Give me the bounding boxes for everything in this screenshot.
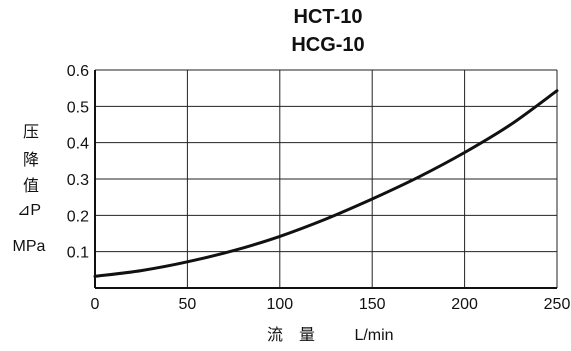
axes [94, 70, 557, 289]
chart-title-line-2: HCG-10 [291, 34, 364, 56]
y-axis-unit: MPa [13, 238, 46, 255]
x-tick-label: 250 [544, 296, 571, 313]
chart-title-line-1: HCT-10 [294, 6, 363, 28]
y-axis-label-symbol: ⊿P [17, 202, 41, 219]
grid-lines [95, 69, 558, 288]
tick-labels: 0.1 0.2 0.3 0.4 0.5 0.6 0 50 100 150 200 250 [67, 63, 571, 313]
y-axis-label-char-3: 值 [23, 176, 39, 195]
y-tick-label: 0.4 [67, 136, 89, 153]
y-tick-label: 0.2 [67, 208, 89, 225]
x-tick-label: 200 [451, 296, 478, 313]
x-axis-unit: L/min [354, 327, 393, 344]
x-axis-label-char-1: 流 [267, 325, 283, 344]
x-axis-label-char-2: 量 [299, 325, 315, 344]
y-tick-label: 0.6 [67, 63, 89, 80]
x-tick-label: 0 [91, 296, 100, 313]
x-tick-label: 100 [266, 296, 293, 313]
y-tick-label: 0.5 [67, 99, 89, 116]
y-axis-label-char-2: 降 [23, 150, 39, 169]
x-tick-label: 150 [359, 296, 386, 313]
y-tick-label: 0.1 [67, 245, 89, 262]
x-tick-label: 50 [179, 296, 197, 313]
y-tick-label: 0.3 [67, 172, 89, 189]
series-lines [93, 89, 559, 278]
series-line-0 [93, 89, 559, 278]
y-axis-label-char-1: 压 [23, 122, 39, 141]
